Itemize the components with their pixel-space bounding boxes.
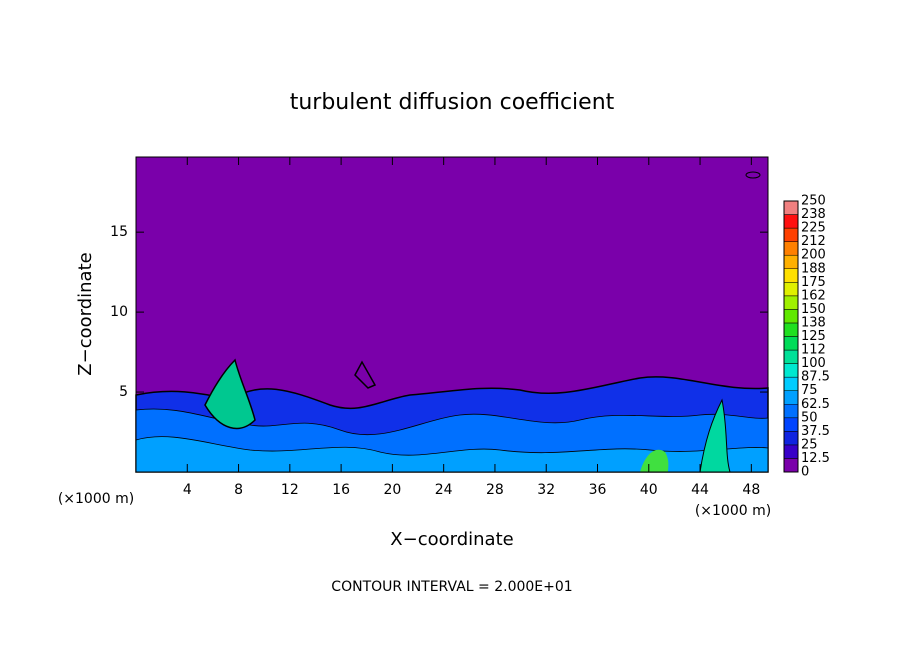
y-axis-label: Z−coordinate — [75, 252, 96, 375]
y-unit-label: (×1000 m) — [58, 491, 134, 507]
y-tick-label: 15 — [110, 224, 128, 240]
colorbar-label: 200 — [801, 248, 826, 263]
field — [135, 157, 769, 473]
colorbar-label: 138 — [801, 315, 826, 330]
chart-title: turbulent diffusion coefficient — [290, 90, 615, 115]
colorbar-swatch — [783, 309, 799, 324]
colorbar-swatch — [783, 214, 799, 229]
y-tick-label: 5 — [119, 384, 128, 400]
x-tick-label: 32 — [537, 482, 555, 498]
colorbar-swatch — [783, 227, 799, 242]
x-tick-label: 12 — [281, 482, 299, 498]
x-tick-label: 44 — [691, 482, 709, 498]
colorbar-swatch — [783, 254, 799, 269]
colorbar-label: 112 — [801, 343, 826, 358]
colorbar-label: 37.5 — [801, 424, 830, 439]
colorbar-label: 250 — [801, 194, 826, 209]
field-region — [699, 398, 731, 473]
x-tick-label: 24 — [435, 482, 453, 498]
field-region — [204, 358, 256, 430]
x-tick-label: 40 — [640, 482, 658, 498]
colorbar-label: 75 — [801, 383, 818, 398]
footnote: CONTOUR INTERVAL = 2.000E+01 — [331, 579, 572, 595]
y-tick-label: 10 — [110, 304, 128, 320]
x-unit-label: (×1000 m) — [695, 503, 771, 519]
x-tick-label: 36 — [589, 482, 607, 498]
colorbar-label: 150 — [801, 302, 826, 317]
colorbar-swatch — [783, 417, 799, 432]
x-axis-label: X−coordinate — [390, 529, 513, 550]
colorbar-frame — [783, 200, 799, 473]
colorbar-swatch — [783, 282, 799, 297]
colorbar-label: 100 — [801, 356, 826, 371]
colorbar-swatch — [783, 431, 799, 446]
colorbar-label: 225 — [801, 221, 826, 236]
x-tick-label: 20 — [383, 482, 401, 498]
x-tick-label: 4 — [183, 482, 192, 498]
field-region — [745, 171, 761, 179]
colorbar-label: 25 — [801, 437, 818, 452]
colorbar-label: 162 — [801, 288, 826, 303]
colorbar-swatch — [783, 458, 799, 473]
plot-frame — [135, 156, 769, 473]
colorbar-swatch — [783, 363, 799, 378]
colorbar-label: 188 — [801, 261, 826, 276]
colorbar-label: 12.5 — [801, 451, 830, 466]
colorbar-swatch — [783, 444, 799, 459]
colorbar-label: 238 — [801, 207, 826, 222]
x-tick-label: 8 — [234, 482, 243, 498]
x-tick-label: 16 — [332, 482, 350, 498]
colorbar-swatch — [783, 295, 799, 310]
colorbar-swatch — [783, 241, 799, 256]
field-region — [640, 449, 669, 472]
field-region — [135, 436, 769, 473]
colorbar-swatch — [783, 268, 799, 283]
colorbar-swatch — [783, 200, 799, 215]
colorbar-label: 125 — [801, 329, 826, 344]
x-tick-label: 48 — [742, 482, 760, 498]
colorbar-label: 87.5 — [801, 370, 830, 385]
colorbar-label: 50 — [801, 410, 818, 425]
x-tick-label: 28 — [486, 482, 504, 498]
colorbar-swatch — [783, 349, 799, 364]
field-region — [354, 360, 377, 389]
colorbar-swatch — [783, 322, 799, 337]
colorbar-swatch — [783, 404, 799, 419]
colorbar-label: 212 — [801, 234, 826, 249]
colorbar-swatch — [783, 390, 799, 405]
colorbar-label: 0 — [801, 465, 809, 480]
colorbar-label: 175 — [801, 275, 826, 290]
colorbar-swatch — [783, 336, 799, 351]
colorbar-swatch — [783, 376, 799, 391]
colorbar-label: 62.5 — [801, 397, 830, 412]
